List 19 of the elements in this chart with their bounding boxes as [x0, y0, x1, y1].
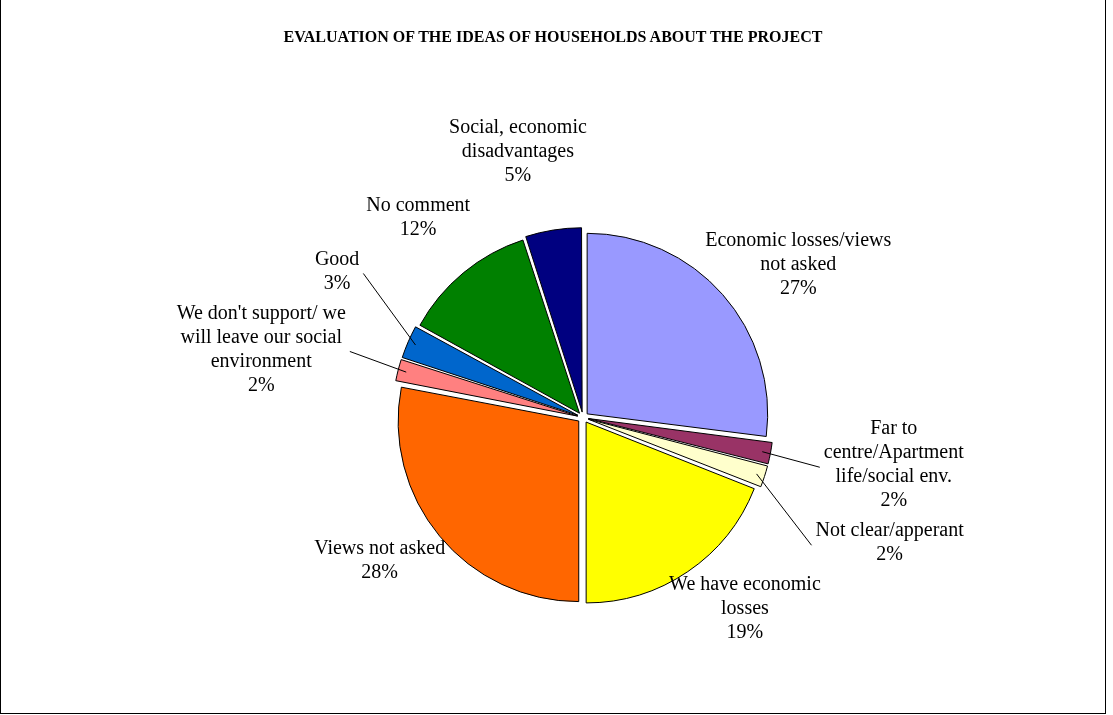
data-label: 12% [399, 216, 437, 239]
slice-label: We don't support/ we will leave our social environment [176, 300, 346, 371]
data-label: 19% [726, 620, 764, 643]
slice-label: No comment [366, 192, 471, 215]
data-label: 5% [504, 162, 532, 185]
slice-label: Views not asked [314, 536, 446, 559]
data-label: 2% [880, 488, 908, 511]
data-label: 2% [247, 372, 275, 395]
chart-title: EVALUATION OF THE IDEAS OF HOUSEHOLDS ABOUT THE PROJECT [282, 28, 824, 46]
data-label: 27% [779, 275, 817, 298]
slice-label: Economic losses/views not asked [705, 227, 892, 274]
data-label: 2% [876, 542, 903, 565]
slice-label: Far to centre/Apartment life/social env. [823, 416, 965, 487]
slice-label: Not clear/apperant [815, 518, 965, 542]
slice-label: Good [314, 246, 360, 269]
slice-label: Social, economic disadvantages [449, 114, 587, 162]
data-label: 28% [361, 560, 398, 583]
data-label: 3% [323, 270, 351, 293]
slice-label: We have economic losses [669, 572, 821, 619]
